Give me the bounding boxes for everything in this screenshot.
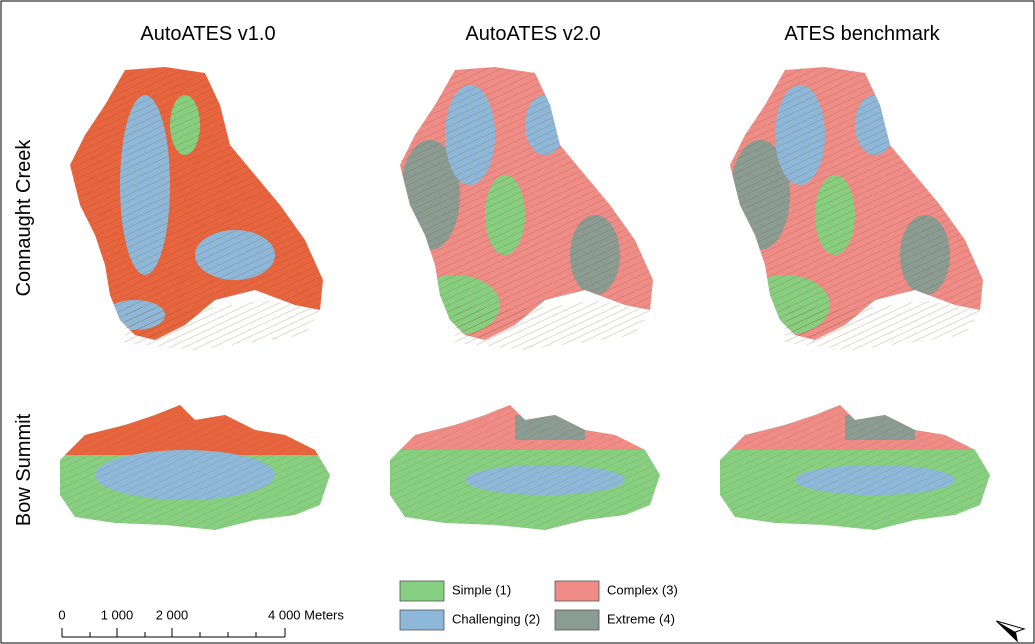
figure: AutoATES v1.0 AutoATES v2.0 ATES benchma… [0, 0, 1035, 644]
legend-label: Extreme (4) [607, 611, 675, 626]
legend: Simple (1) Challenging (2) Complex (3) Extr… [400, 581, 678, 630]
column-title: AutoATES v2.0 [465, 23, 600, 45]
column-title: AutoATES v1.0 [140, 23, 275, 45]
row-label: Bow Summit [13, 413, 35, 526]
scale-label: 4 000 Meters [268, 607, 344, 622]
map-panel [715, 405, 995, 535]
legend-label: Simple (1) [452, 582, 511, 597]
scale-bar: 0 1 000 2 000 4 000 Meters [58, 607, 344, 637]
scale-label: 2 000 [156, 607, 189, 622]
map-panel [65, 65, 335, 350]
legend-label: Complex (3) [607, 582, 678, 597]
legend-label: Challenging (2) [452, 611, 540, 626]
column-title: ATES benchmark [784, 23, 940, 45]
legend-swatch [555, 581, 599, 601]
map-panel [55, 405, 335, 535]
row-label: Connaught Creek [13, 139, 35, 297]
scale-label: 0 [58, 607, 65, 622]
map-panel [385, 405, 665, 535]
north-arrow [993, 615, 1024, 641]
map-panel [725, 65, 995, 350]
legend-swatch [400, 610, 444, 630]
legend-swatch [400, 581, 444, 601]
map-panel [395, 65, 665, 350]
scale-label: 1 000 [101, 607, 134, 622]
legend-swatch [555, 610, 599, 630]
